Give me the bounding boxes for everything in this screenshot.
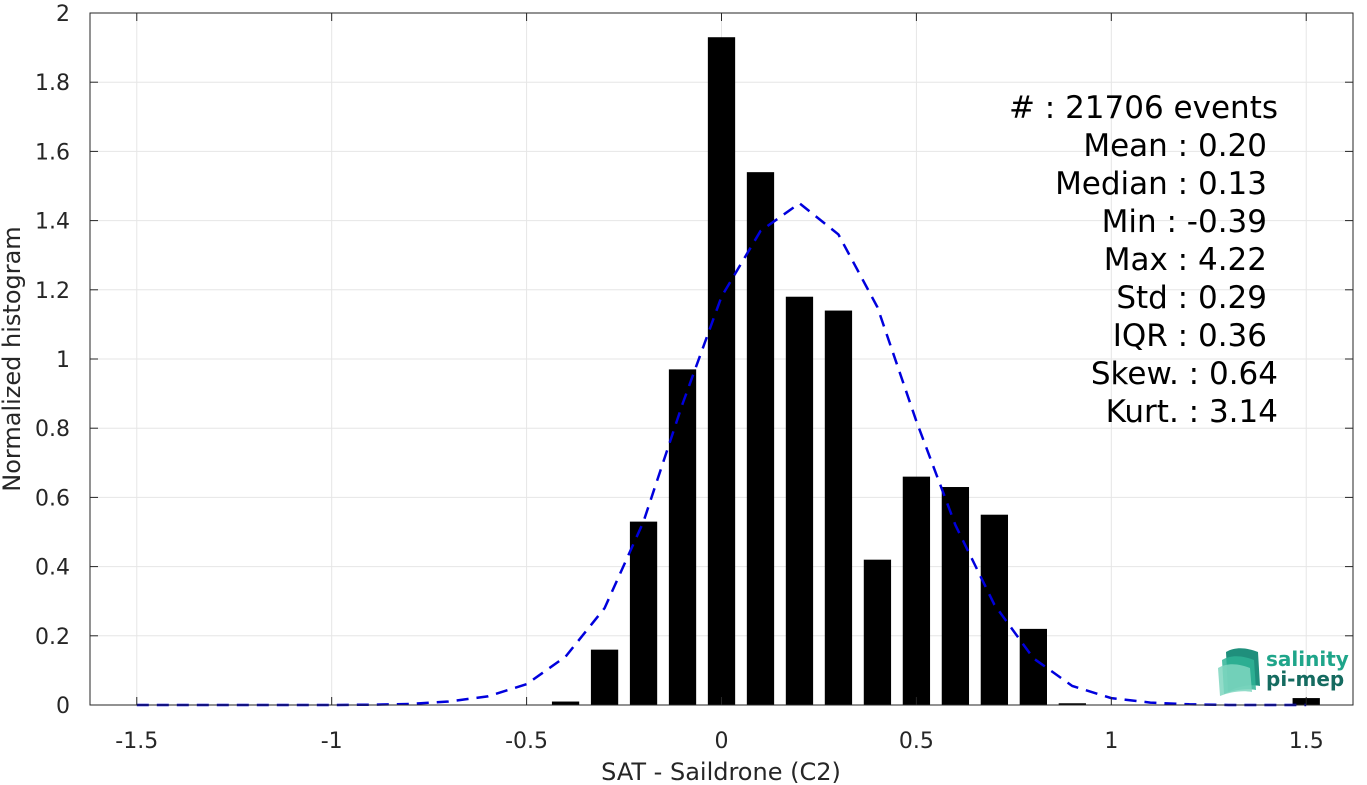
stat-std: Std : 0.29 [1116,280,1267,316]
y-tick-label: 0.6 [35,486,70,511]
stat-kurtosis: Kurt. : 3.14 [1106,394,1278,430]
stat-median: Median : 0.13 [1055,166,1267,202]
stat-min: Min : -0.39 [1102,204,1267,240]
logo-pimep-text: pi-mep [1266,667,1344,691]
x-tick-label: -1.5 [115,729,158,754]
statistics-annotation: # : 21706 events Mean : 0.20 Median : 0.… [1009,90,1278,430]
histogram-bar [980,514,1009,705]
histogram-bar [707,37,736,706]
salinity-pimep-logo: salinity pi-mep [1218,647,1349,696]
y-tick-label: 0.8 [35,417,70,442]
axis-ticks [90,12,1353,706]
stat-max: Max : 4.22 [1104,242,1267,278]
histogram-bar [629,521,658,705]
y-tick-label: 2 [56,2,70,27]
y-tick-label: 1.2 [35,279,70,304]
histogram-bar [668,369,697,705]
x-tick-label: 0 [715,729,729,754]
stat-skewness: Skew. : 0.64 [1091,356,1278,392]
x-tick-label: 1 [1104,729,1118,754]
y-tick-label: 1.8 [35,71,70,96]
histogram-bar [824,310,853,705]
histogram-bar [1058,703,1086,705]
x-tick-label: 1.5 [1289,729,1324,754]
stat-mean: Mean : 0.20 [1083,128,1267,164]
y-axis-label: Normalized histogram [0,226,26,491]
y-tick-label: 1.6 [35,140,70,165]
y-tick-label: 1.4 [35,210,70,235]
stat-count: # : 21706 events [1009,90,1278,126]
stat-iqr: IQR : 0.36 [1113,318,1267,354]
histogram-bars [551,37,1320,706]
tick-labels: -1.5 -1 -0.5 0 0.5 1 1.5 0 0.2 0.4 0.6 0.8 1 1.2 1.4 1.… [35,2,1324,754]
x-axis-label: SAT - Saildrone (C2) [601,758,841,785]
histogram-bar [746,172,775,705]
y-tick-label: 0 [56,694,70,719]
histogram-bar [941,487,970,705]
logo-waves-icon [1218,648,1260,696]
y-tick-label: 0.4 [35,556,70,581]
histogram-bar [785,296,814,705]
y-tick-label: 1 [56,348,70,373]
histogram-bar [1019,628,1047,705]
histogram-bar [551,701,580,705]
logo-salinity-text: salinity [1266,647,1349,671]
histogram-bar [590,649,619,705]
x-tick-label: -1 [321,729,343,754]
x-tick-label: -0.5 [505,729,548,754]
x-tick-label: 0.5 [899,729,934,754]
y-tick-label: 0.2 [35,625,70,650]
histogram-bar [863,559,892,705]
histogram-bar [902,476,931,705]
